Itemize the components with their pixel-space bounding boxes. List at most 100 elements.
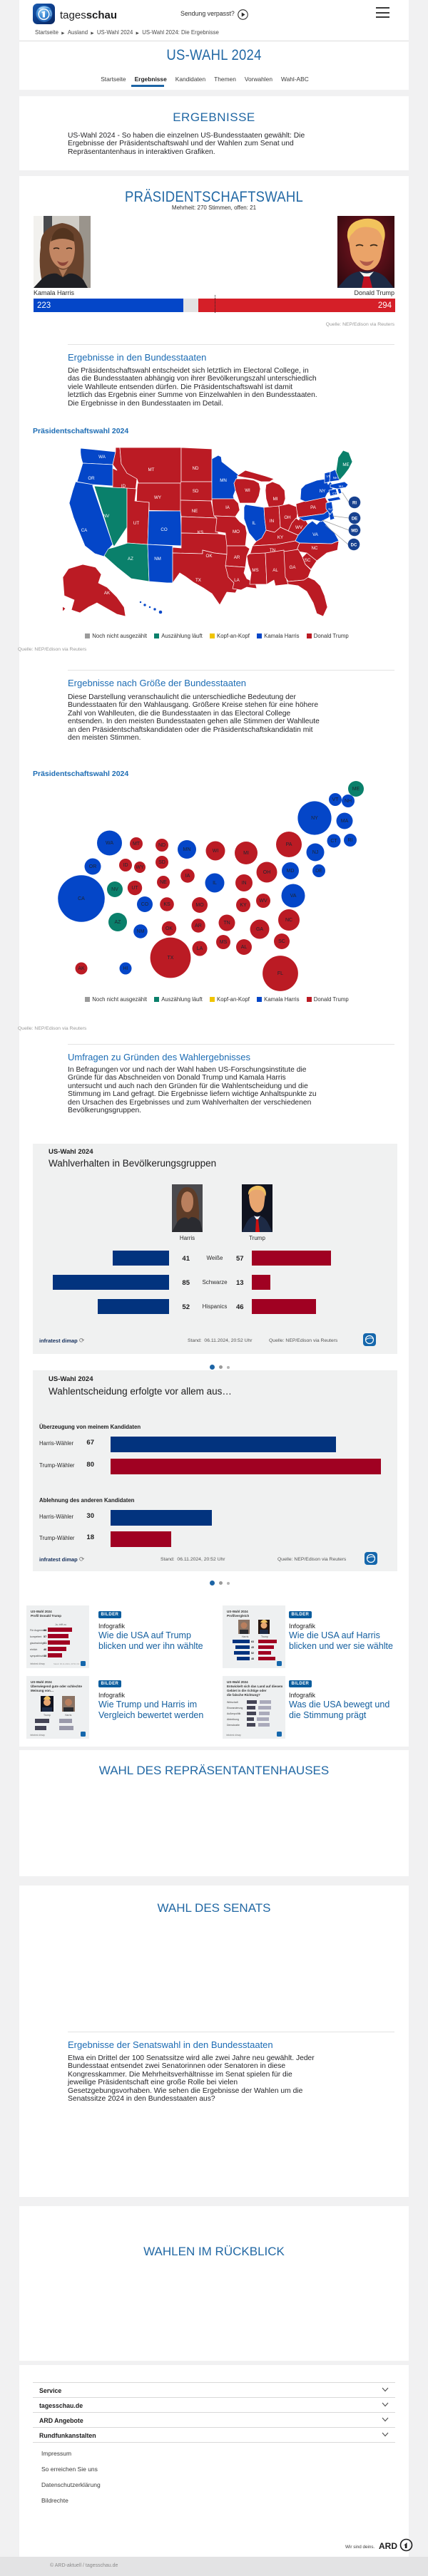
svg-text:KY: KY (240, 903, 247, 908)
svg-text:sympathisch: sympathisch (30, 1655, 44, 1657)
svg-text:Profilvergleich: Profilvergleich (227, 1614, 250, 1618)
svg-text:DE: DE (315, 869, 322, 874)
svg-text:VT: VT (332, 797, 340, 802)
svg-text:TX: TX (168, 956, 174, 961)
svg-text:MT: MT (148, 467, 155, 472)
svg-text:45: 45 (251, 1646, 254, 1649)
svg-text:FL: FL (309, 604, 315, 609)
svg-text:MS: MS (252, 568, 258, 573)
svg-text:NC: NC (312, 546, 318, 551)
svg-text:VT: VT (326, 475, 330, 478)
svg-text:Harris: Harris (65, 1714, 72, 1717)
svg-text:KS: KS (163, 902, 170, 907)
svg-text:ID: ID (123, 863, 128, 868)
svg-text:AZ: AZ (128, 557, 133, 562)
svg-text:IL: IL (213, 881, 217, 886)
svg-text:Für Augenmaß: Für Augenmaß (30, 1629, 46, 1632)
svg-text:MA: MA (339, 485, 344, 488)
svg-text:KY: KY (277, 535, 283, 540)
svg-text:glaubwürdig: glaubwürdig (30, 1642, 44, 1645)
svg-text:WY: WY (154, 495, 161, 500)
svg-text:CA: CA (81, 528, 88, 533)
svg-text:HI: HI (123, 966, 128, 971)
svg-text:MS: MS (220, 940, 228, 945)
svg-text:SC: SC (305, 558, 311, 563)
svg-text:Einwanderung: Einwanderung (227, 1707, 243, 1709)
svg-text:CO: CO (141, 902, 149, 907)
svg-text:Demokratie: Demokratie (227, 1724, 240, 1727)
svg-text:AL: AL (272, 568, 278, 573)
svg-text:MT: MT (133, 842, 141, 847)
svg-text:WA: WA (98, 455, 106, 460)
svg-text:WY: WY (136, 865, 144, 870)
svg-text:WA: WA (106, 841, 113, 846)
svg-text:MO: MO (195, 903, 204, 908)
svg-text:GA: GA (256, 927, 263, 932)
svg-text:AR: AR (195, 924, 202, 929)
svg-text:IA: IA (225, 505, 230, 510)
svg-text:AK: AK (104, 591, 111, 596)
svg-text:52: 52 (251, 1652, 254, 1655)
svg-text:NH: NH (345, 799, 352, 804)
svg-text:NY: NY (320, 489, 326, 494)
svg-text:SD: SD (193, 489, 199, 494)
svg-text:WI: WI (213, 849, 219, 854)
svg-text:LA: LA (197, 946, 203, 951)
svg-text:NE: NE (160, 880, 167, 885)
svg-text:Wirtschaft: Wirtschaft (227, 1701, 238, 1704)
svg-text:NM: NM (137, 929, 145, 934)
svg-text:Stand: 06.11.2024, 20:52 Uhr: Stand: 06.11.2024, 20:52 Uhr (54, 1662, 80, 1665)
svg-text:GA: GA (290, 565, 297, 570)
svg-text:MI: MI (273, 497, 278, 502)
svg-text:ND: ND (158, 843, 165, 848)
svg-text:NE: NE (192, 509, 198, 514)
svg-text:48: 48 (251, 1657, 254, 1660)
svg-text:84: 84 (44, 1629, 47, 1632)
svg-text:NC: NC (285, 918, 292, 923)
svg-text:IN: IN (270, 519, 274, 524)
svg-text:SC: SC (278, 939, 285, 944)
svg-text:NH: NH (333, 476, 337, 480)
svg-text:US-Wahl 2024: US-Wahl 2024 (227, 1680, 248, 1684)
svg-text:NV: NV (111, 887, 118, 892)
svg-text:DE: DE (352, 517, 357, 522)
svg-text:ME: ME (342, 462, 349, 467)
svg-text:CT: CT (332, 492, 337, 495)
svg-text:MD: MD (287, 869, 295, 874)
svg-text:Überwiegend gute oder schlecht: Überwiegend gute oder schlechte (31, 1684, 83, 1688)
svg-text:AR: AR (234, 555, 240, 560)
svg-text:IN: IN (242, 881, 247, 886)
svg-text:MO: MO (233, 529, 240, 534)
svg-text:MI: MI (243, 851, 249, 856)
svg-text:OK: OK (165, 926, 173, 931)
svg-text:US-Wahl 2024: US-Wahl 2024 (31, 1680, 52, 1684)
svg-text:MA: MA (341, 819, 349, 824)
svg-text:NJ: NJ (328, 507, 332, 511)
svg-text:OH: OH (263, 870, 271, 875)
svg-text:CT: CT (330, 839, 337, 844)
svg-text:MN: MN (183, 847, 191, 852)
svg-text:Entwickelt sich das Land auf d: Entwickelt sich das Land auf diesem (227, 1685, 282, 1688)
svg-text:IL: IL (252, 521, 256, 526)
svg-text:ehrlich: ehrlich (30, 1648, 37, 1651)
svg-text:infratest dimap: infratest dimap (226, 1734, 241, 1737)
svg-text:TX: TX (195, 578, 201, 583)
svg-text:46: 46 (44, 1648, 46, 1651)
svg-text:OH: OH (284, 515, 290, 520)
svg-text:63: 63 (251, 1640, 254, 1643)
svg-text:die falsche Richtung?: die falsche Richtung? (227, 1693, 260, 1697)
svg-text:SD: SD (158, 860, 165, 865)
svg-text:Trump: Trump (261, 1635, 268, 1638)
svg-text:MD: MD (351, 529, 358, 534)
svg-text:Gebiet in die richtige oder: Gebiet in die richtige oder (227, 1689, 267, 1692)
svg-text:MN: MN (220, 478, 227, 483)
svg-text:WI: WI (245, 488, 250, 493)
svg-text:KS: KS (198, 530, 203, 535)
svg-text:PA: PA (310, 505, 317, 510)
svg-text:TN: TN (223, 921, 230, 926)
svg-text:PA: PA (286, 842, 292, 847)
svg-text:AZ: AZ (115, 920, 122, 925)
svg-text:CO: CO (160, 527, 167, 532)
svg-text:IA: IA (185, 874, 190, 879)
svg-text:WV: WV (259, 899, 268, 904)
